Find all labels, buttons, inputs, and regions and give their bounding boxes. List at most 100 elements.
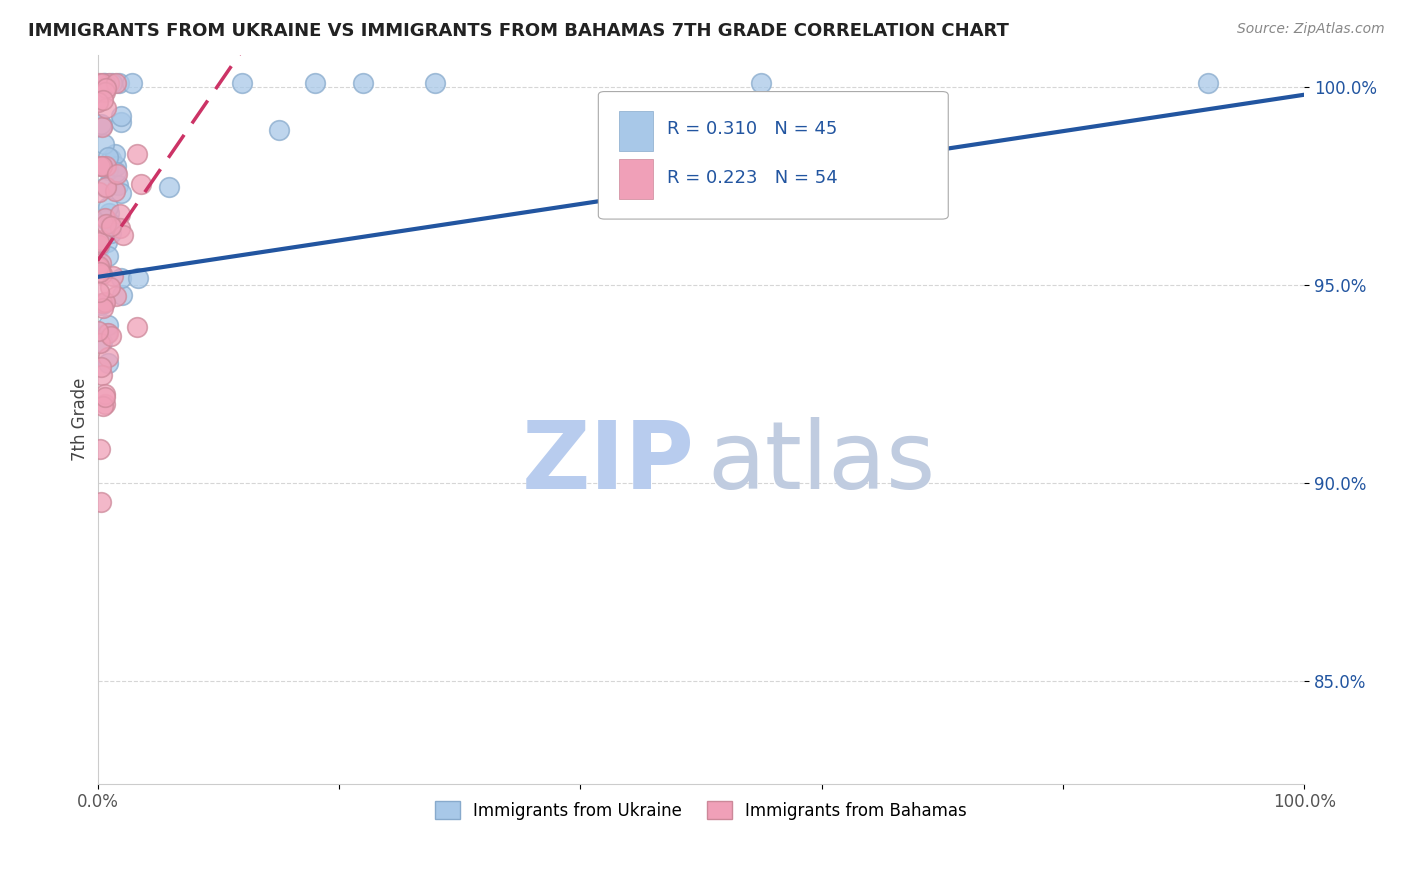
Point <box>94 76 117 90</box>
Point <box>93 387 115 401</box>
Point <box>100 219 122 233</box>
Point <box>96 356 118 370</box>
Point <box>97 351 120 365</box>
Point <box>108 76 131 90</box>
Point <box>103 268 125 283</box>
Point <box>110 186 132 200</box>
Text: R = 0.310   N = 45: R = 0.310 N = 45 <box>666 120 838 138</box>
Point <box>94 101 117 115</box>
Point <box>93 136 115 151</box>
Bar <box>619 160 652 200</box>
Point <box>90 298 112 312</box>
Point <box>111 288 134 302</box>
Point <box>129 177 152 191</box>
Point <box>94 213 117 227</box>
Point <box>93 301 115 315</box>
Point <box>111 227 134 242</box>
Point <box>97 162 120 177</box>
Point <box>89 259 111 273</box>
Point <box>97 326 120 340</box>
Point <box>425 76 447 90</box>
Point <box>89 76 111 90</box>
Point <box>98 216 121 230</box>
Point <box>94 85 117 99</box>
Point <box>91 368 114 382</box>
Y-axis label: 7th Grade: 7th Grade <box>72 377 89 461</box>
Point <box>90 495 112 509</box>
Point <box>121 76 143 90</box>
Point <box>127 271 149 285</box>
Point <box>90 159 112 173</box>
Point <box>89 442 111 456</box>
Legend: Immigrants from Ukraine, Immigrants from Bahamas: Immigrants from Ukraine, Immigrants from… <box>427 795 974 826</box>
Point <box>94 217 117 231</box>
Point <box>93 76 115 90</box>
Point <box>104 147 127 161</box>
Point <box>267 123 290 137</box>
Point <box>90 360 112 375</box>
Point <box>93 397 115 411</box>
Point <box>157 180 180 194</box>
Point <box>96 159 118 173</box>
Point <box>104 159 127 173</box>
Bar <box>619 112 652 152</box>
Point <box>96 326 118 341</box>
Point <box>110 270 132 285</box>
Point <box>87 285 110 300</box>
Point <box>97 318 120 333</box>
Point <box>89 336 111 351</box>
Point <box>87 260 110 275</box>
Point <box>98 280 121 294</box>
Point <box>100 152 122 166</box>
Point <box>105 289 128 303</box>
Point <box>127 319 149 334</box>
Text: ZIP: ZIP <box>522 417 695 509</box>
Point <box>97 249 120 263</box>
Point <box>110 115 132 129</box>
Point <box>93 93 115 107</box>
Point <box>96 179 118 194</box>
Point <box>91 120 114 134</box>
Point <box>104 184 127 198</box>
Point <box>91 76 114 90</box>
Point <box>100 226 122 240</box>
Point <box>94 211 117 225</box>
Point <box>90 117 112 131</box>
Point <box>127 147 149 161</box>
Point <box>90 233 112 247</box>
Point <box>231 76 253 90</box>
FancyBboxPatch shape <box>599 92 948 219</box>
Point <box>91 334 114 349</box>
Text: Source: ZipAtlas.com: Source: ZipAtlas.com <box>1237 22 1385 37</box>
Point <box>91 399 114 413</box>
Point <box>100 329 122 343</box>
Point <box>87 237 110 252</box>
Point <box>94 390 117 404</box>
Point <box>101 76 124 90</box>
Point <box>93 294 115 309</box>
Point <box>90 256 112 270</box>
Point <box>90 296 112 310</box>
Point <box>93 296 115 310</box>
Point <box>87 324 110 338</box>
Point <box>110 207 132 221</box>
Point <box>90 120 112 135</box>
Point <box>87 95 110 110</box>
Point <box>87 185 110 199</box>
Point <box>94 80 117 95</box>
Point <box>96 235 118 249</box>
Text: IMMIGRANTS FROM UKRAINE VS IMMIGRANTS FROM BAHAMAS 7TH GRADE CORRELATION CHART: IMMIGRANTS FROM UKRAINE VS IMMIGRANTS FR… <box>28 22 1010 40</box>
Point <box>352 76 374 90</box>
Point <box>1197 76 1219 90</box>
Point <box>107 178 129 192</box>
Point <box>93 180 115 194</box>
Point <box>105 167 128 181</box>
Point <box>91 268 114 282</box>
Point <box>89 265 111 279</box>
Point <box>89 235 111 250</box>
Point <box>98 206 121 220</box>
Point <box>87 85 110 99</box>
Point <box>104 165 127 179</box>
Point <box>104 76 127 90</box>
Point <box>97 76 120 90</box>
